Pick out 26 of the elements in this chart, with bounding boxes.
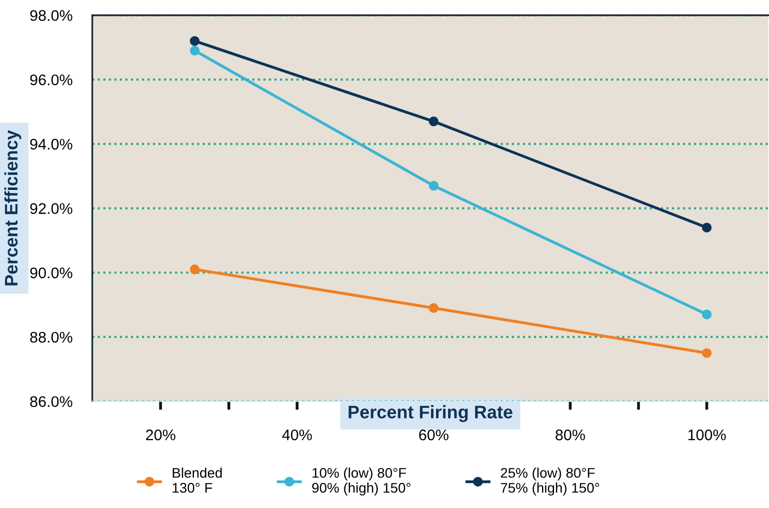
point	[702, 348, 712, 358]
point	[190, 264, 200, 274]
y-tick-label: 96.0%	[30, 74, 72, 86]
y-tick-label: 90.0%	[30, 267, 72, 278]
point	[428, 116, 439, 126]
point	[428, 303, 439, 313]
point	[702, 222, 712, 232]
legend-label: 10% (low) 80°F 90% (high) 150°	[312, 468, 410, 496]
y-axis-title: Percent Efficiency	[4, 130, 22, 286]
legend-label: 25% (low) 80°F 75% (high) 150°	[500, 468, 600, 496]
y-tick-label: 88.0%	[30, 332, 72, 343]
y-tick-label: 94.0%	[30, 138, 72, 150]
y-tick-label: 98.0%	[30, 10, 72, 21]
point	[428, 180, 439, 191]
x-tick-label: 20%	[146, 430, 176, 440]
point	[190, 46, 200, 56]
x-tick-label: 80%	[556, 430, 585, 440]
point	[702, 310, 712, 320]
y-tick-label: 86.0%	[30, 396, 72, 408]
point	[190, 36, 200, 46]
x-tick-label: 60%	[419, 430, 448, 440]
y-tick-label: 92.0%	[30, 203, 72, 214]
x-tick-label: 40%	[282, 430, 312, 440]
x-tick-label: 100%	[688, 430, 726, 440]
legend-label: Blended 130° F	[172, 468, 222, 493]
x-axis-title: Percent Firing Rate	[348, 405, 512, 422]
